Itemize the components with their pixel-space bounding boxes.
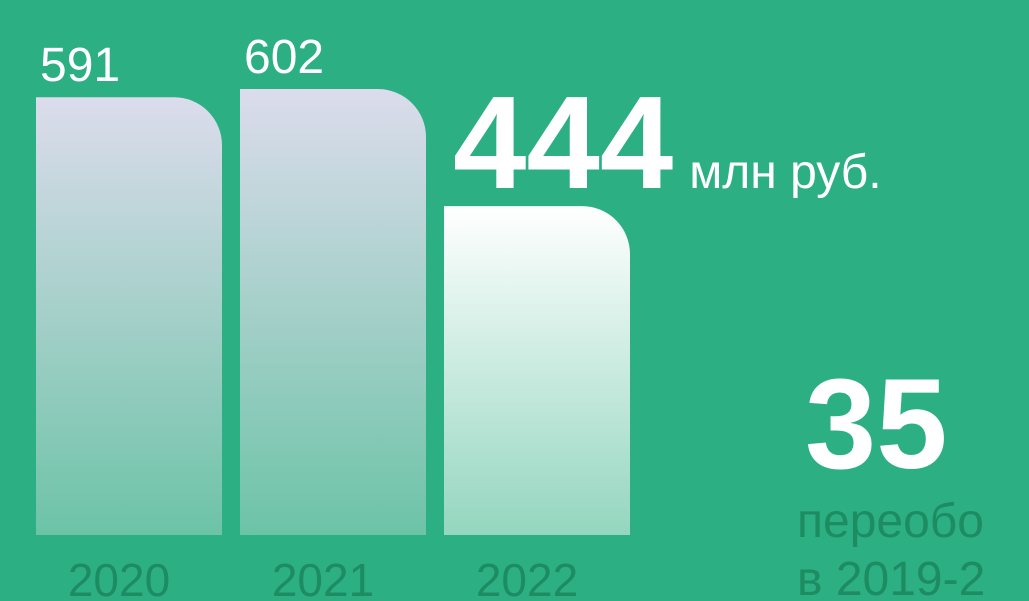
value-label: 602	[244, 31, 324, 84]
x-tick-label: 2022	[476, 554, 578, 601]
bar	[36, 97, 222, 535]
x-tick-label: 2021	[272, 554, 374, 601]
x-tick-label: 2020	[68, 554, 170, 601]
side-text: переобо	[797, 495, 984, 548]
value-label: 591	[40, 39, 120, 92]
bar	[240, 89, 426, 535]
value-label: 444	[453, 69, 673, 216]
side-text: в 2019-2	[797, 553, 985, 601]
side-number: 35	[805, 353, 947, 496]
unit-label: млн руб.	[689, 146, 881, 199]
bar	[444, 206, 630, 535]
